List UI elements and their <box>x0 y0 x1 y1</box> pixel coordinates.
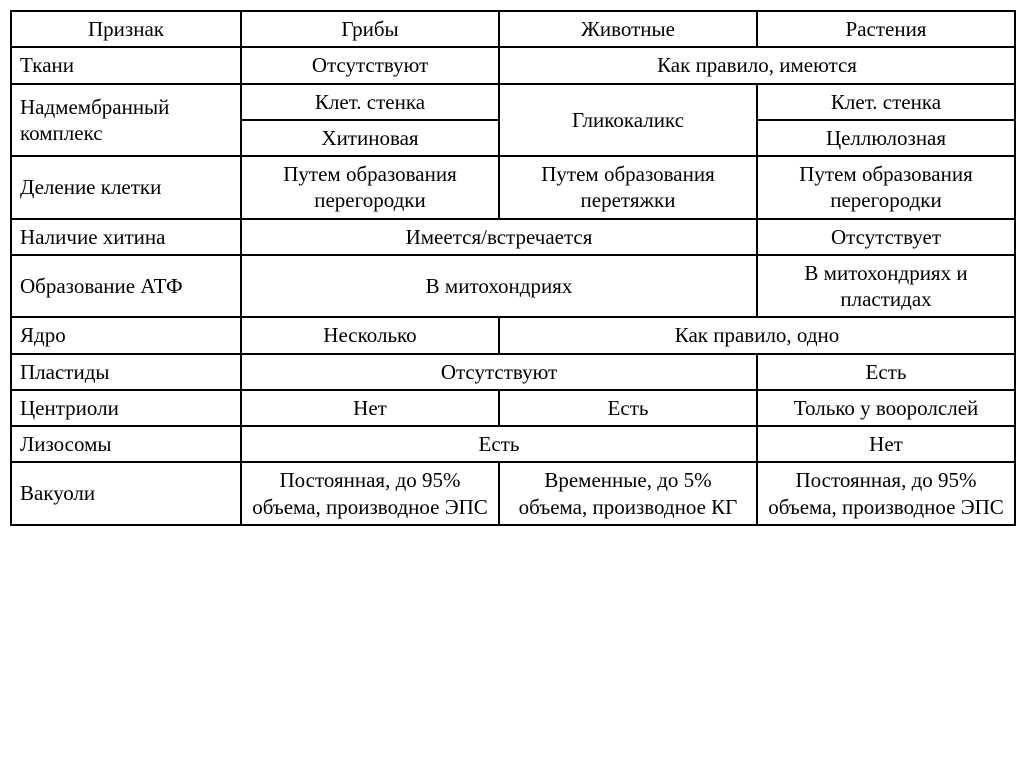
data-cell-merged: В митохондриях <box>241 255 757 318</box>
data-cell: В митохондриях и пластидах <box>757 255 1015 318</box>
table-row: Ядро Несколько Как правило, одно <box>11 317 1015 353</box>
data-cell: Хитиновая <box>241 120 499 156</box>
data-cell: Клет. стенка <box>757 84 1015 120</box>
comparison-table: Признак Грибы Животные Растения Ткани От… <box>10 10 1016 526</box>
data-cell: Временные, до 5% объема, производное КГ <box>499 462 757 525</box>
table-row: Лизосомы Есть Нет <box>11 426 1015 462</box>
header-fungi: Грибы <box>241 11 499 47</box>
table-row: Деление клетки Путем образования перегор… <box>11 156 1015 219</box>
data-cell: Только у вооролслей <box>757 390 1015 426</box>
table-row: Наличие хитина Имеется/встречается Отсут… <box>11 219 1015 255</box>
feature-cell: Вакуоли <box>11 462 241 525</box>
data-cell: Нет <box>757 426 1015 462</box>
feature-cell: Надмембранный комплекс <box>11 84 241 157</box>
feature-cell: Центриоли <box>11 390 241 426</box>
feature-cell: Пластиды <box>11 354 241 390</box>
data-cell-merged: Есть <box>241 426 757 462</box>
table-row: Вакуоли Постоянная, до 95% объема, произ… <box>11 462 1015 525</box>
table-row: Образование АТФ В митохондриях В митохон… <box>11 255 1015 318</box>
data-cell-merged: Отсутствуют <box>241 354 757 390</box>
feature-cell: Ядро <box>11 317 241 353</box>
header-plants: Растения <box>757 11 1015 47</box>
data-cell: Нет <box>241 390 499 426</box>
feature-cell: Наличие хитина <box>11 219 241 255</box>
data-cell-merged: Гликокаликс <box>499 84 757 157</box>
feature-cell: Образование АТФ <box>11 255 241 318</box>
data-cell: Отсутствует <box>757 219 1015 255</box>
data-cell: Целлюлозная <box>757 120 1015 156</box>
data-cell-merged: Как правило, одно <box>499 317 1015 353</box>
data-cell: Постоянная, до 95% объема, производное Э… <box>241 462 499 525</box>
data-cell: Есть <box>499 390 757 426</box>
table-row: Ткани Отсутствуют Как правило, имеются <box>11 47 1015 83</box>
data-cell-merged: Как правило, имеются <box>499 47 1015 83</box>
feature-cell: Ткани <box>11 47 241 83</box>
header-feature: Признак <box>11 11 241 47</box>
data-cell: Отсутствуют <box>241 47 499 83</box>
feature-cell: Лизосомы <box>11 426 241 462</box>
header-animals: Животные <box>499 11 757 47</box>
data-cell-merged: Имеется/встречается <box>241 219 757 255</box>
data-cell: Клет. стенка <box>241 84 499 120</box>
data-cell: Путем образования перетяжки <box>499 156 757 219</box>
data-cell: Постоянная, до 95% объема, производное Э… <box>757 462 1015 525</box>
data-cell: Есть <box>757 354 1015 390</box>
feature-cell: Деление клетки <box>11 156 241 219</box>
data-cell: Путем образования перегородки <box>757 156 1015 219</box>
data-cell: Несколько <box>241 317 499 353</box>
table-header-row: Признак Грибы Животные Растения <box>11 11 1015 47</box>
data-cell: Путем образования перегородки <box>241 156 499 219</box>
table-row: Надмембранный комплекс Клет. стенка Глик… <box>11 84 1015 120</box>
table-row: Центриоли Нет Есть Только у вооролслей <box>11 390 1015 426</box>
table-row: Пластиды Отсутствуют Есть <box>11 354 1015 390</box>
